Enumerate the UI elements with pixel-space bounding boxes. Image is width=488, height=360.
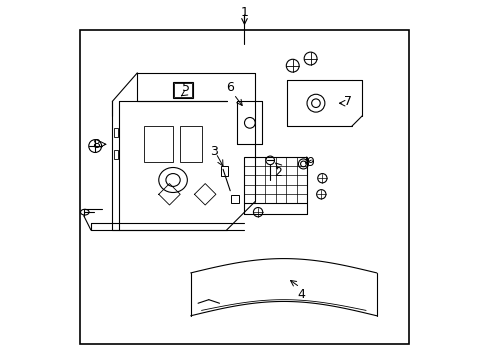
Bar (114, 128, 118, 137)
Bar (180, 126, 201, 162)
Text: 6: 6 (226, 81, 234, 94)
Bar (244, 157, 306, 203)
Bar (230, 195, 238, 203)
Text: 3: 3 (210, 145, 218, 158)
Text: 7: 7 (344, 95, 351, 108)
Text: 8: 8 (92, 138, 100, 151)
Bar (173, 82, 192, 98)
Text: 5: 5 (181, 81, 189, 94)
Text: 9: 9 (306, 156, 314, 168)
Text: 1: 1 (240, 6, 248, 19)
Bar (80, 30, 408, 344)
Bar (221, 166, 227, 176)
Text: 4: 4 (297, 288, 305, 301)
Bar (144, 126, 173, 162)
Bar (173, 83, 191, 97)
Bar (114, 150, 118, 158)
Text: 2: 2 (274, 166, 282, 179)
